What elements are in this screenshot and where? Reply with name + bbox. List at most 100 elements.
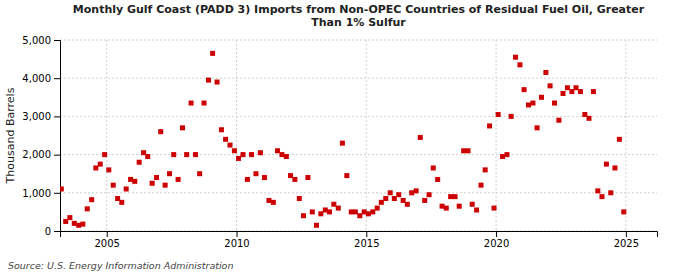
point <box>253 171 258 176</box>
point <box>106 167 111 172</box>
point <box>612 165 617 170</box>
y-axis-tick: 4,000 <box>22 73 60 84</box>
point <box>556 118 561 123</box>
point <box>80 222 85 227</box>
point <box>163 183 168 188</box>
point <box>444 206 449 211</box>
point <box>513 55 518 60</box>
point <box>297 196 302 201</box>
point <box>180 125 185 130</box>
point <box>392 196 397 201</box>
point <box>375 206 380 211</box>
point <box>522 87 527 92</box>
point <box>370 209 375 214</box>
point <box>604 162 609 167</box>
y-axis-tick: 5,000 <box>22 35 60 46</box>
x-axis-tick: 2015 <box>354 231 379 249</box>
point <box>418 135 423 140</box>
y-axis-tick: 2,000 <box>22 149 60 160</box>
point <box>258 150 263 155</box>
point <box>89 197 94 202</box>
y-axis-tick-label: 3,000 <box>22 111 51 122</box>
point <box>336 206 341 211</box>
x-axis: 20052010201520202025 <box>61 231 658 249</box>
point <box>500 154 505 159</box>
point <box>586 116 591 121</box>
point <box>240 152 245 157</box>
point <box>292 177 297 182</box>
point <box>496 112 501 117</box>
point <box>526 102 531 107</box>
grid-line <box>625 40 626 231</box>
x-axis-tick-label: 2005 <box>94 238 119 249</box>
point <box>189 101 194 106</box>
point <box>102 152 107 157</box>
source-note: Source: U.S. Energy Information Administ… <box>8 260 233 271</box>
point <box>414 188 419 193</box>
point <box>72 221 77 226</box>
point <box>491 206 496 211</box>
point <box>457 204 462 209</box>
point <box>591 89 596 94</box>
point <box>621 209 626 214</box>
point <box>301 213 306 218</box>
point <box>132 179 137 184</box>
point <box>379 200 384 205</box>
point <box>266 198 271 203</box>
point <box>617 137 622 142</box>
point <box>202 101 207 106</box>
y-axis-tick: 3,000 <box>22 111 60 122</box>
point <box>327 209 332 214</box>
point <box>578 89 583 94</box>
point <box>249 152 254 157</box>
y-axis-tick-mark <box>54 155 60 156</box>
point <box>275 148 280 153</box>
point <box>60 186 64 191</box>
point <box>383 196 388 201</box>
y-axis-tick-label: 0 <box>45 226 51 237</box>
point <box>357 213 362 218</box>
point <box>124 186 129 191</box>
point <box>552 101 557 106</box>
point <box>145 154 150 159</box>
point <box>608 190 613 195</box>
grid-line <box>60 192 657 193</box>
point <box>461 148 466 153</box>
point <box>431 165 436 170</box>
x-axis-tick-label: 2010 <box>224 238 249 249</box>
point <box>150 181 155 186</box>
point <box>193 152 198 157</box>
point <box>405 202 410 207</box>
title-line: Than 1% Sulfur <box>311 16 406 29</box>
point <box>137 160 142 165</box>
y-axis-tick-label: 2,000 <box>22 149 51 160</box>
grid-line <box>60 40 657 41</box>
point <box>210 51 215 56</box>
point <box>184 152 189 157</box>
y-axis-tick-mark <box>54 40 60 41</box>
point <box>228 143 233 148</box>
point <box>539 95 544 100</box>
point <box>331 202 336 207</box>
point <box>483 167 488 172</box>
y-axis: 01,0002,0003,0004,0005,000 <box>22 35 60 237</box>
point <box>223 137 228 142</box>
y-axis-tick-label: 5,000 <box>22 35 51 46</box>
point <box>245 177 250 182</box>
x-axis-tick: 2020 <box>484 231 509 249</box>
point <box>422 198 427 203</box>
y-axis-title: Thousand Barrels <box>4 87 17 184</box>
point <box>219 127 224 132</box>
point <box>396 192 401 197</box>
point <box>67 215 72 220</box>
grid <box>60 40 657 231</box>
chart: 2005201020152020202501,0002,0003,0004,00… <box>0 0 675 275</box>
point <box>366 211 371 216</box>
point <box>509 114 514 119</box>
x-axis-tick: 2010 <box>224 231 249 249</box>
point <box>479 183 484 188</box>
y-axis-tick-mark <box>54 231 60 232</box>
y-axis-line <box>54 41 61 232</box>
grid-line <box>496 40 497 231</box>
point <box>517 62 522 67</box>
